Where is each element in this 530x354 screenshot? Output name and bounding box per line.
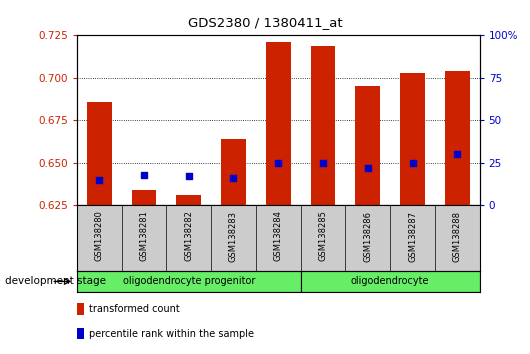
Text: transformed count: transformed count xyxy=(89,304,180,314)
Bar xyxy=(77,328,84,339)
Bar xyxy=(221,139,246,205)
Bar xyxy=(266,42,290,205)
Text: GSM138281: GSM138281 xyxy=(139,211,148,262)
Bar xyxy=(445,71,470,205)
Bar xyxy=(77,303,84,314)
Text: GSM138285: GSM138285 xyxy=(319,211,328,262)
Bar xyxy=(87,102,111,205)
Text: GDS2380 / 1380411_at: GDS2380 / 1380411_at xyxy=(188,16,342,29)
Point xyxy=(408,160,417,166)
Bar xyxy=(356,86,380,205)
Bar xyxy=(77,271,301,292)
Bar xyxy=(311,46,335,205)
Text: GSM138287: GSM138287 xyxy=(408,211,417,262)
Point xyxy=(319,160,327,166)
Text: GSM138288: GSM138288 xyxy=(453,211,462,262)
Point xyxy=(140,172,148,178)
Text: GSM138283: GSM138283 xyxy=(229,211,238,262)
Text: GSM138284: GSM138284 xyxy=(274,211,282,262)
Point xyxy=(364,165,372,171)
Text: GSM138286: GSM138286 xyxy=(363,211,372,262)
Point xyxy=(229,175,238,181)
Bar xyxy=(176,195,201,205)
Text: oligodendrocyte: oligodendrocyte xyxy=(351,276,429,286)
Point xyxy=(184,173,193,179)
Bar xyxy=(301,271,480,292)
Text: development stage: development stage xyxy=(5,276,107,286)
Text: GSM138280: GSM138280 xyxy=(95,211,104,262)
Bar xyxy=(131,190,156,205)
Point xyxy=(274,160,282,166)
Point xyxy=(453,152,462,157)
Text: oligodendrocyte progenitor: oligodendrocyte progenitor xyxy=(122,276,255,286)
Point xyxy=(95,177,103,183)
Text: GSM138282: GSM138282 xyxy=(184,211,193,262)
Bar xyxy=(400,73,425,205)
Text: percentile rank within the sample: percentile rank within the sample xyxy=(89,329,254,338)
